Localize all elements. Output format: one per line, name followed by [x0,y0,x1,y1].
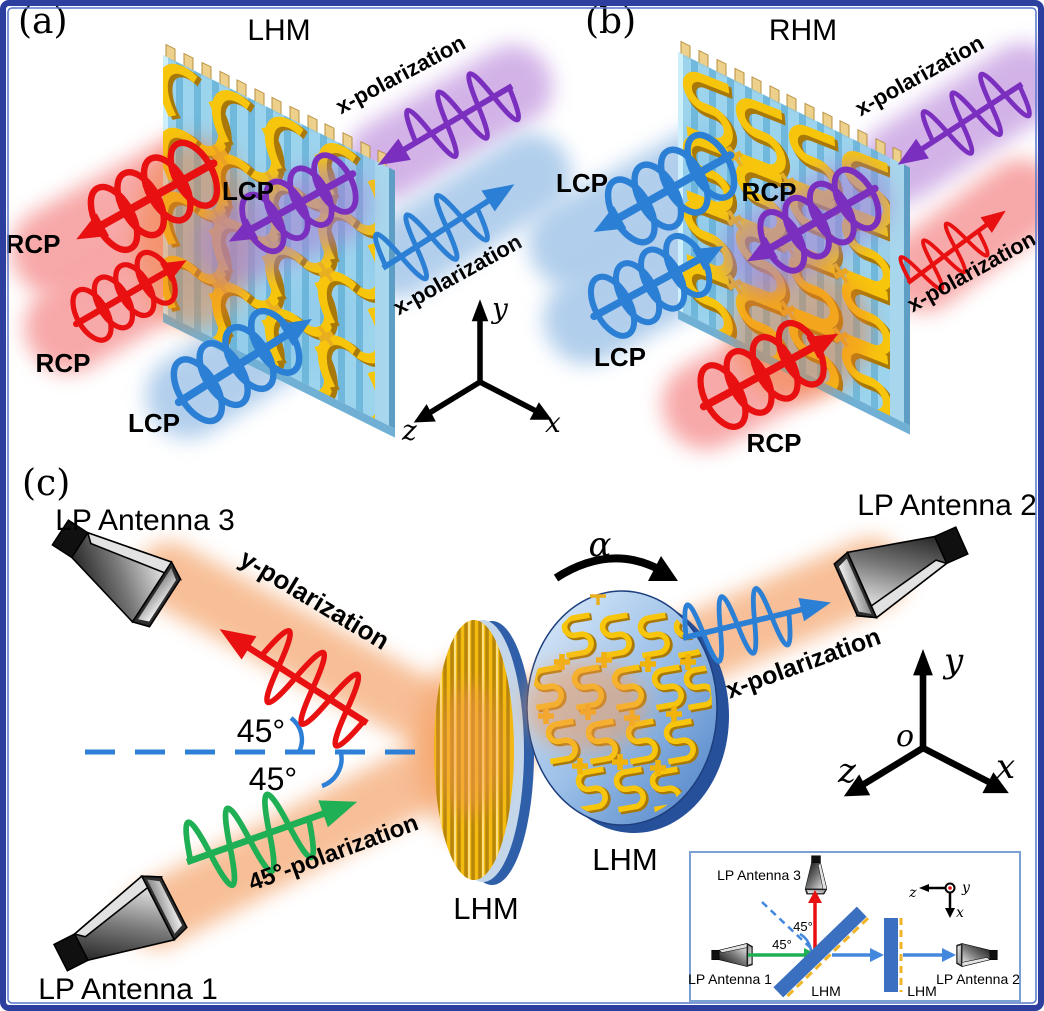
inset-axis-y: y [961,880,971,896]
lhm-disc2-label: LHM [592,842,657,877]
panel-b-rcp-inner-label: RCP [742,177,797,207]
antenna3-label: LP Antenna 3 [55,504,235,537]
panel-a-axis-z: z [401,414,417,447]
inset-angle-lower-label: 45° [772,937,792,952]
inset-axis-x: x [956,905,964,921]
inset-blue-arrowhead-1 [870,948,884,962]
panel-a-axis-y: y [490,292,509,325]
panel-a-title: LHM [247,14,310,47]
beam-through-disc-glow [523,660,647,752]
horn-antenna-2-icon [831,507,978,626]
panel-b-rcp-in-label: RCP [747,428,802,458]
panel-c-label: (c) [22,463,70,504]
antenna1-label: LP Antenna 1 [38,973,218,1006]
inset-diagram: LP Antenna 3 LP Antenna 1 LP Antenna 2 4… [688,851,1021,1002]
slab-orange-tint [730,260,870,400]
inset-antenna3-label: LP Antenna 3 [717,867,801,883]
panel-c-axis-x: x [996,747,1015,787]
inset-lhm2-label: LHM [907,983,937,999]
angle-arc-lower [321,752,344,789]
panel-a-rcp-in-label: RCP [36,348,91,378]
panel-b-lcp-out-bottom-label: LCP [594,342,646,372]
inset-lhm1-label: LHM [811,983,841,999]
lhm-disc1-label: LHM [453,891,518,926]
inset-angle-arc [799,932,813,952]
inset-antenna2-label: LP Antenna 2 [936,971,1020,987]
panel-a-axis-x: x [545,406,561,439]
antenna2-label: LP Antenna 2 [857,489,1037,522]
figure-frame-inner [7,7,1037,1004]
panel-b-label: (b) [585,1,636,42]
inset-blue-arrowhead-2 [942,948,956,962]
panel-a-lcp-inner-label: LCP [222,176,274,206]
panel-a-rcp-out-label: RCP [6,229,61,259]
panel-a-lcp-in-label: LCP [128,408,180,438]
inset-lhm-slab-tilted [773,906,870,1000]
lhm-disc-2 [523,590,729,833]
panel-a-label: (a) [18,1,68,42]
angle-upper-label: 45° [237,713,285,749]
panel-c-axis-y: y [942,641,964,681]
alpha-rotation-arrow [553,554,666,582]
alpha-rotation-arrowhead [648,556,678,581]
alpha-label: α [589,525,612,565]
disc-top-tick [590,594,606,605]
inset-antenna1-label: LP Antenna 1 [688,971,772,987]
panel-c-axis-z: z [837,751,857,791]
panel-a-axes-icon [414,299,552,422]
inset-axes-icon [919,882,956,918]
inset-red-arrowhead [808,890,822,903]
panel-b-lcp-out-top-label: LCP [556,168,608,198]
beam-antenna1 [124,726,489,949]
inset-lhm-slab-vertical [884,918,903,992]
panel-b: (b) RHM x-polarization x-polarization RC… [528,1,1044,458]
angle-arc-upper [289,716,305,754]
inset-dashed-line [761,901,817,954]
panel-b-title: RHM [769,14,837,47]
panel-c-axes-icon [844,649,1009,796]
panel-c-axis-o: o [896,719,914,754]
panel-a: (a) LHM x-polarization x-polarization LC… [6,1,572,447]
angle-lower-label: 45° [249,761,297,797]
lhm-disc-1 [434,620,534,885]
panel-c: (c) LP Antenna 3 LP Antenna 1 LP Antenna… [22,463,1037,1006]
inset-angle-upper-label: 45° [793,919,813,934]
inset-axis-z: z [908,885,917,901]
